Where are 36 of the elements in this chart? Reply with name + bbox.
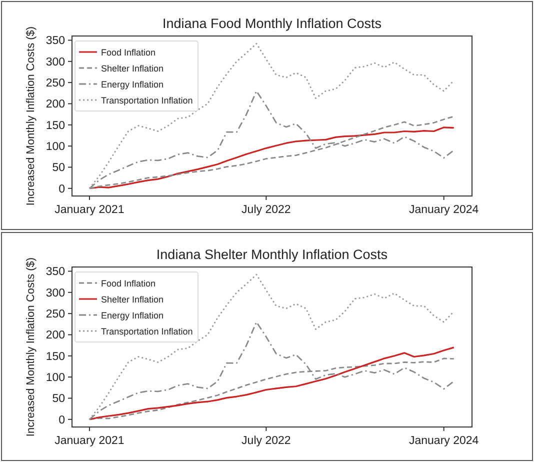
legend-label: Transportation Inflation xyxy=(101,326,193,336)
y-tick-label: 0 xyxy=(58,414,65,426)
y-tick-label: 100 xyxy=(46,372,65,384)
chart-title: Indiana Shelter Monthly Inflation Costs xyxy=(156,247,388,262)
y-tick-label: 0 xyxy=(58,183,65,196)
y-tick-label: 200 xyxy=(46,98,65,111)
x-tick-label: January 2021 xyxy=(54,204,124,216)
y-tick-label: 350 xyxy=(46,266,65,278)
line-series xyxy=(88,42,455,190)
y-tick-label: 50 xyxy=(52,162,65,174)
chart-title: Indiana Food Monthly Inflation Costs xyxy=(162,16,382,31)
y-tick-label: 100 xyxy=(46,141,65,154)
y-tick-label: 350 xyxy=(46,35,65,48)
y-tick-label: 150 xyxy=(46,350,65,363)
line-series xyxy=(88,274,455,420)
y-tick-label: 200 xyxy=(46,330,65,342)
legend-label: Food Inflation xyxy=(101,278,156,288)
y-tick-label: 250 xyxy=(46,308,65,321)
x-tick-label: July 2022 xyxy=(242,435,291,447)
y-tick-label: 300 xyxy=(46,56,65,68)
legend-label: Food Inflation xyxy=(101,48,156,58)
legend-label: Shelter Inflation xyxy=(101,294,164,304)
y-axis-title: Increased Monthly Inflation Costs ($) xyxy=(25,26,37,206)
y-tick-label: 300 xyxy=(46,287,65,300)
y-axis-title: Increased Monthly Inflation Costs ($) xyxy=(25,257,37,437)
legend-label: Energy Inflation xyxy=(101,80,164,90)
y-tick-label: 150 xyxy=(46,120,65,132)
y-tick-label: 50 xyxy=(52,393,65,406)
legend-label: Transportation Inflation xyxy=(101,96,193,106)
x-tick-label: January 2021 xyxy=(54,435,124,447)
x-tick-label: January 2024 xyxy=(408,435,480,447)
legend-label: Energy Inflation xyxy=(101,310,164,320)
y-tick-label: 250 xyxy=(46,78,65,90)
x-tick-label: July 2022 xyxy=(242,204,291,216)
legend-label: Shelter Inflation xyxy=(101,64,164,74)
x-tick-label: January 2024 xyxy=(408,204,480,216)
